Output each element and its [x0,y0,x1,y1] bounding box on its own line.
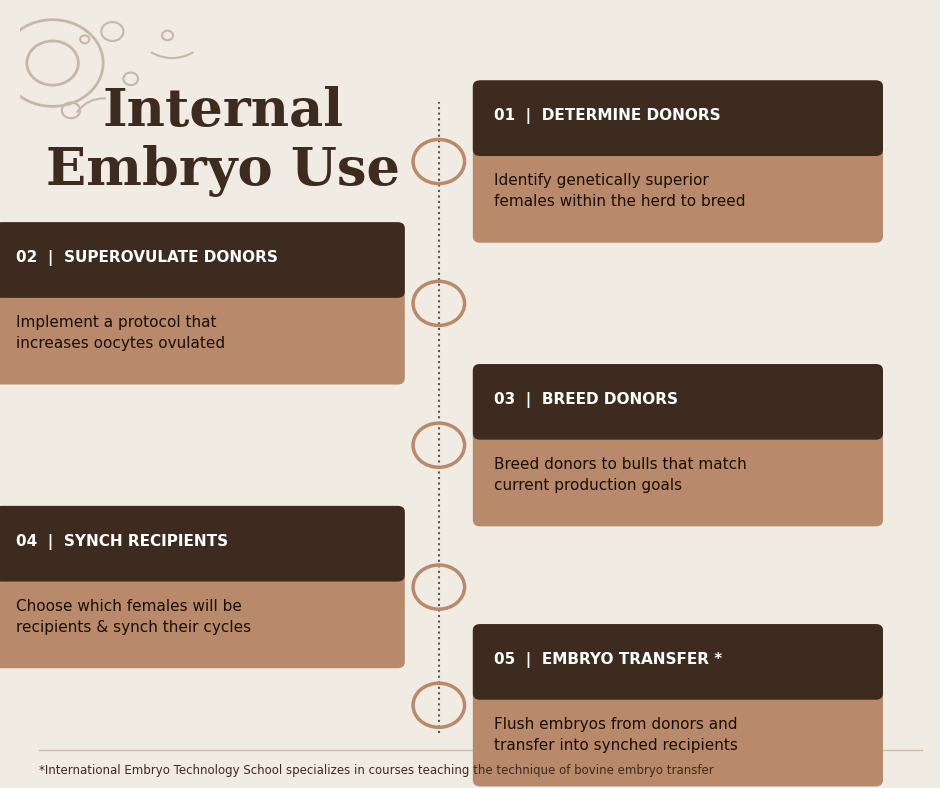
Text: Identify genetically superior
females within the herd to breed: Identify genetically superior females wi… [494,173,745,209]
Text: 01  |  DETERMINE DONORS: 01 | DETERMINE DONORS [494,108,721,125]
Bar [2,268,398,292]
FancyBboxPatch shape [0,506,405,582]
Text: Flush embryos from donors and
transfer into synched recipients: Flush embryos from donors and transfer i… [494,717,738,753]
Bar [480,410,876,433]
Bar [480,126,876,150]
Bar [480,670,876,693]
Text: Breed donors to bulls that match
current production goals: Breed donors to bulls that match current… [494,457,746,492]
Text: 04  |  SYNCH RECIPIENTS: 04 | SYNCH RECIPIENTS [16,533,227,550]
Text: 02  |  SUPEROVULATE DONORS: 02 | SUPEROVULATE DONORS [16,250,277,266]
FancyBboxPatch shape [473,624,883,786]
Text: Internal
Embryo Use: Internal Embryo Use [46,87,400,197]
FancyBboxPatch shape [0,506,405,668]
FancyBboxPatch shape [473,80,883,243]
FancyBboxPatch shape [473,364,883,526]
FancyBboxPatch shape [473,364,883,440]
Text: *International Embryo Technology School specializes in courses teaching the tech: *International Embryo Technology School … [39,764,713,777]
Text: 03  |  BREED DONORS: 03 | BREED DONORS [494,392,678,408]
Bar [2,552,398,575]
Text: Implement a protocol that
increases oocytes ovulated: Implement a protocol that increases oocy… [16,315,225,351]
Text: Choose which females will be
recipients & synch their cycles: Choose which females will be recipients … [16,599,251,634]
FancyBboxPatch shape [473,624,883,700]
Text: 05  |  EMBRYO TRANSFER *: 05 | EMBRYO TRANSFER * [494,652,722,668]
FancyBboxPatch shape [0,222,405,385]
FancyBboxPatch shape [473,80,883,156]
FancyBboxPatch shape [0,222,405,298]
